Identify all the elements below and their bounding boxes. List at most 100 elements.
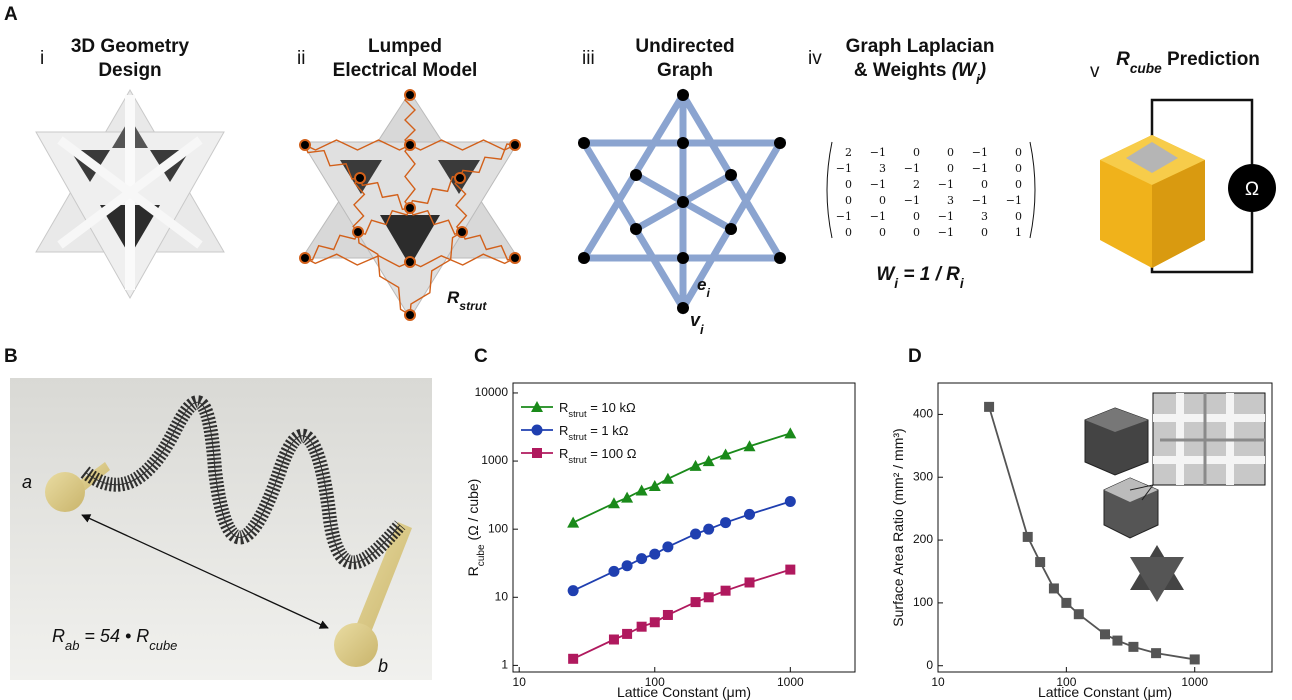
marker bbox=[1112, 636, 1122, 646]
text-run: i bbox=[700, 322, 704, 337]
matrix-cell: 0 bbox=[845, 226, 852, 239]
marker bbox=[984, 402, 994, 412]
marker bbox=[622, 629, 632, 639]
text-run: strut bbox=[568, 409, 587, 419]
text-run: = 1 / R bbox=[898, 264, 960, 285]
marker bbox=[663, 610, 673, 620]
text-run: e bbox=[697, 275, 706, 294]
step-title: Rcube Prediction bbox=[1116, 49, 1260, 76]
y-tick-label: 400 bbox=[913, 407, 933, 421]
matrix-cell: −1 bbox=[938, 226, 954, 239]
matrix-cell: 0 bbox=[845, 178, 852, 191]
text-run: i bbox=[960, 276, 965, 291]
marker bbox=[784, 427, 796, 438]
legend-label: Rstrut = 1 kΩ bbox=[559, 423, 629, 442]
matrix-cell: 2 bbox=[913, 178, 920, 191]
node bbox=[300, 253, 310, 263]
marker bbox=[690, 460, 702, 471]
node bbox=[405, 257, 415, 267]
matrix-cell: −1 bbox=[938, 210, 954, 223]
weight-equation: Wi = 1 / Ri bbox=[876, 264, 965, 291]
marker bbox=[568, 585, 579, 596]
marker bbox=[1061, 598, 1071, 608]
step-title: Graph Laplacian bbox=[846, 36, 995, 57]
marker bbox=[567, 517, 579, 528]
panel-label: D bbox=[908, 346, 922, 367]
vertex-label: vi bbox=[690, 310, 704, 337]
marker bbox=[1035, 557, 1045, 567]
text-run: cube bbox=[476, 544, 487, 566]
series-line bbox=[573, 501, 790, 590]
marker bbox=[622, 560, 633, 571]
marker bbox=[568, 654, 578, 664]
matrix-cell: 0 bbox=[879, 226, 886, 239]
lumped-model-illustration bbox=[300, 90, 520, 320]
matrix-cell: 0 bbox=[1015, 162, 1022, 175]
node bbox=[405, 310, 415, 320]
marker bbox=[704, 592, 714, 602]
matrix-cell: −1 bbox=[972, 162, 988, 175]
text-run: = 10 kΩ bbox=[587, 400, 636, 415]
panel-label: B bbox=[4, 346, 18, 367]
text-run: = 100 Ω bbox=[587, 446, 637, 461]
legend-label: Rstrut = 100 Ω bbox=[559, 446, 637, 465]
y-tick-label: 100 bbox=[913, 595, 933, 609]
marker bbox=[1100, 629, 1110, 639]
step-title: Undirected bbox=[635, 36, 734, 57]
legend-marker bbox=[532, 425, 543, 436]
figure: ABCDi3D GeometryDesigniiLumpedElectrical… bbox=[0, 0, 1292, 700]
marker bbox=[690, 528, 701, 539]
matrix-cell: 0 bbox=[913, 226, 920, 239]
matrix-cell: 0 bbox=[947, 162, 954, 175]
text-run: R bbox=[1116, 49, 1130, 70]
matrix-cell: −1 bbox=[870, 210, 886, 223]
text-run: (W bbox=[952, 60, 978, 81]
marker bbox=[649, 549, 660, 560]
x-tick-label: 10 bbox=[931, 675, 945, 689]
marker bbox=[649, 480, 661, 491]
marker bbox=[785, 496, 796, 507]
matrix-cell: 0 bbox=[913, 146, 920, 159]
marker bbox=[691, 597, 701, 607]
text-run: R bbox=[559, 400, 568, 415]
step-title: Design bbox=[98, 60, 161, 81]
y-tick-label: 0 bbox=[926, 658, 933, 672]
step-numeral: ii bbox=[297, 48, 305, 69]
x-axis-label: Lattice Constant (μm) bbox=[617, 684, 751, 700]
matrix-cell: −1 bbox=[972, 146, 988, 159]
matrix-bracket bbox=[827, 142, 832, 238]
edge-label: ei bbox=[697, 275, 710, 300]
inset-illustrations bbox=[1085, 393, 1265, 602]
node bbox=[405, 140, 415, 150]
marker bbox=[1151, 648, 1161, 658]
marker bbox=[662, 473, 674, 484]
geometry-illustration bbox=[36, 90, 224, 298]
legend-marker bbox=[532, 448, 542, 458]
marker bbox=[1128, 642, 1138, 652]
panel-label: C bbox=[474, 346, 488, 367]
matrix-cell: 3 bbox=[879, 162, 886, 175]
y-axis-label: Rcube (Ω / cube) bbox=[465, 479, 487, 577]
y-tick-label: 10000 bbox=[475, 385, 509, 399]
x-tick-label: 1000 bbox=[1181, 675, 1208, 689]
text-run: strut bbox=[568, 455, 587, 465]
marker bbox=[1190, 654, 1200, 664]
y-tick-label: 1000 bbox=[481, 453, 508, 467]
marker bbox=[608, 566, 619, 577]
strut-label: Rstrut bbox=[447, 288, 487, 313]
text-run: = 1 kΩ bbox=[587, 423, 629, 438]
text-run: strut bbox=[459, 299, 487, 313]
text-run: R bbox=[559, 446, 568, 461]
marker bbox=[637, 622, 647, 632]
matrix-cell: −1 bbox=[870, 146, 886, 159]
marker bbox=[745, 577, 755, 587]
y-tick-label: 1 bbox=[501, 658, 508, 672]
text-run: ab bbox=[65, 638, 79, 653]
panel-label: A bbox=[4, 4, 18, 25]
node bbox=[457, 227, 467, 237]
text-run: R bbox=[465, 566, 481, 576]
series-line bbox=[573, 570, 790, 659]
matrix-cell: 3 bbox=[981, 210, 988, 223]
step-title: 3D Geometry bbox=[71, 36, 190, 57]
marker bbox=[650, 617, 660, 627]
